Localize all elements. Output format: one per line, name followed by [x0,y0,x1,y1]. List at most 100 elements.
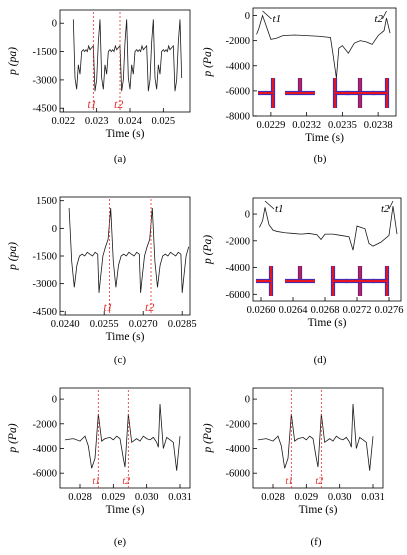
marker-label-t2: t2 [374,13,383,25]
panel-label: (a) [114,153,127,165]
inset-arm-red-1-1-2 [300,91,315,95]
x-tick-label: 0.023 [85,116,109,127]
y-tick-label: -1500 [33,252,58,263]
x-tick-label: 0.0238 [364,120,393,131]
plot-frame [252,197,402,302]
marker-arrow [388,200,394,210]
y-tick-label: -4000 [33,444,58,455]
y-tick-label: -2000 [33,419,58,430]
particle-inset [285,78,315,96]
y-tick-label: -2000 [226,419,251,430]
x-tick-label: 0.031 [168,492,192,503]
marker-label-t1: t1 [275,203,284,215]
y-tick-label: -4000 [226,444,251,455]
y-tick-label: 0 [245,395,250,406]
particle-inset [285,266,315,284]
inset-arm-red-1-0-2 [258,91,273,95]
plot-frame [252,387,384,489]
y-tick-label: -2000 [226,236,251,247]
chart-panel-f: 0.028 0.029 0.030 0.031 0 -2000 -4000 -6000 Time… [202,387,385,548]
inset-arm-red-1-1-1 [285,91,300,95]
inset-arm-red-3-3-0 [358,266,362,281]
series-line [259,205,398,251]
inset-arm-red-1-0-1 [271,93,275,108]
x-tick-label: 0.0260 [247,305,276,316]
chart-panel-a: 0.022 0.023 0.024 0.025 0 -1500 -3000 -4500 Time… [7,9,191,165]
x-tick-label: 0.0264 [279,305,309,316]
inset-arm-red-3-4-2 [372,279,387,283]
inset-arm-red-3-2-2 [333,279,348,283]
particle-inset [258,78,276,108]
panel-label: (f) [311,536,322,548]
x-tick-label: 0.030 [328,492,352,503]
panel-label: (e) [114,536,127,548]
inset-arm-red-3-0-0 [269,266,273,281]
x-axis-label: Time (s) [106,504,145,516]
inset-arm-red-1-4-1 [385,93,389,108]
inset-arm-red-3-1-2 [300,279,315,283]
y-axis-label: p (pa) [7,242,19,271]
x-tick-label: 0.024 [118,116,142,127]
inset-arm-red-1-4-2 [372,91,387,95]
y-tick-label: -6000 [33,469,58,480]
x-tick-label: 0.0232 [292,120,321,131]
y-axis-label: p (Pa) [202,423,214,453]
y-axis-label: p (pa) [7,47,19,76]
y-tick-label: -3000 [33,279,58,290]
marker-label-t2: t2 [114,97,123,111]
particle-inset [256,266,274,296]
inset-arm-red-3-4-1 [385,281,389,296]
chart-panel-d: 0.0260 0.0264 0.0268 0.0272 0.0276 0 -2000 -400… [202,197,403,366]
x-tick-label: 0.0255 [90,319,119,330]
inset-arm-red-3-0-1 [269,281,273,296]
x-tick-label: 0.022 [52,116,76,127]
x-axis-label: Time (s) [299,504,338,516]
chart-panel-b: 0.0229 0.0232 0.0235 0.0238 0 -2000 -4000 -6000… [202,7,397,165]
series-line [256,14,391,79]
inset-arm-red-1-2-2 [335,91,350,95]
marker-label-t1: t1 [92,476,100,487]
x-tick-label: 0.0240 [51,319,80,330]
inset-arm-red-1-3-3 [360,91,375,95]
marker-label-t2: t2 [145,300,154,314]
panel-label: (b) [314,153,327,165]
y-axis-label: p (Pa) [202,47,214,77]
particle-inset [330,266,348,296]
y-tick-label: 0 [52,224,57,235]
particle-inset [372,266,390,296]
y-tick-label: 0 [245,210,250,221]
particle-inset [345,78,375,108]
inset-arm-red-1-3-1 [358,93,362,108]
x-axis-label: Time (s) [305,132,344,144]
marker-label-t2: t2 [315,476,323,487]
x-tick-label: 0.030 [135,492,159,503]
y-tick-label: -6000 [226,290,251,301]
inset-arm-red-3-0-2 [256,279,271,283]
x-tick-label: 0.031 [361,492,385,503]
series-line [64,404,181,471]
x-tick-label: 0.0268 [311,305,340,316]
inset-arm-red-3-3-3 [360,279,375,283]
inset-arm-red-1-4-0 [385,78,389,93]
y-tick-label: 0 [245,11,250,22]
x-axis-label: Time (s) [106,331,145,343]
series-line [257,404,374,471]
marker-label-t2: t2 [122,476,130,487]
y-tick-label: -3000 [33,75,58,86]
inset-arm-red-3-2-1 [331,281,335,296]
particle-inset [332,78,350,108]
series-line [72,19,183,92]
series-line [68,208,190,293]
inset-arm-red-3-1-0 [298,266,302,281]
y-tick-label: -4500 [33,104,58,115]
x-tick-label: 0.025 [152,116,176,127]
chart-panel-e: 0.028 0.029 0.030 0.031 0 -2000 -4000 -6000 Time… [7,387,192,548]
inset-arm-red-3-1-1 [285,279,300,283]
plot-frame [252,7,397,117]
marker-arrow [262,10,272,20]
y-tick-label: -4500 [33,307,58,318]
x-axis-label: Time (s) [106,128,145,140]
marker-label-t1: t1 [87,97,96,111]
y-tick-label: 1500 [36,196,57,207]
